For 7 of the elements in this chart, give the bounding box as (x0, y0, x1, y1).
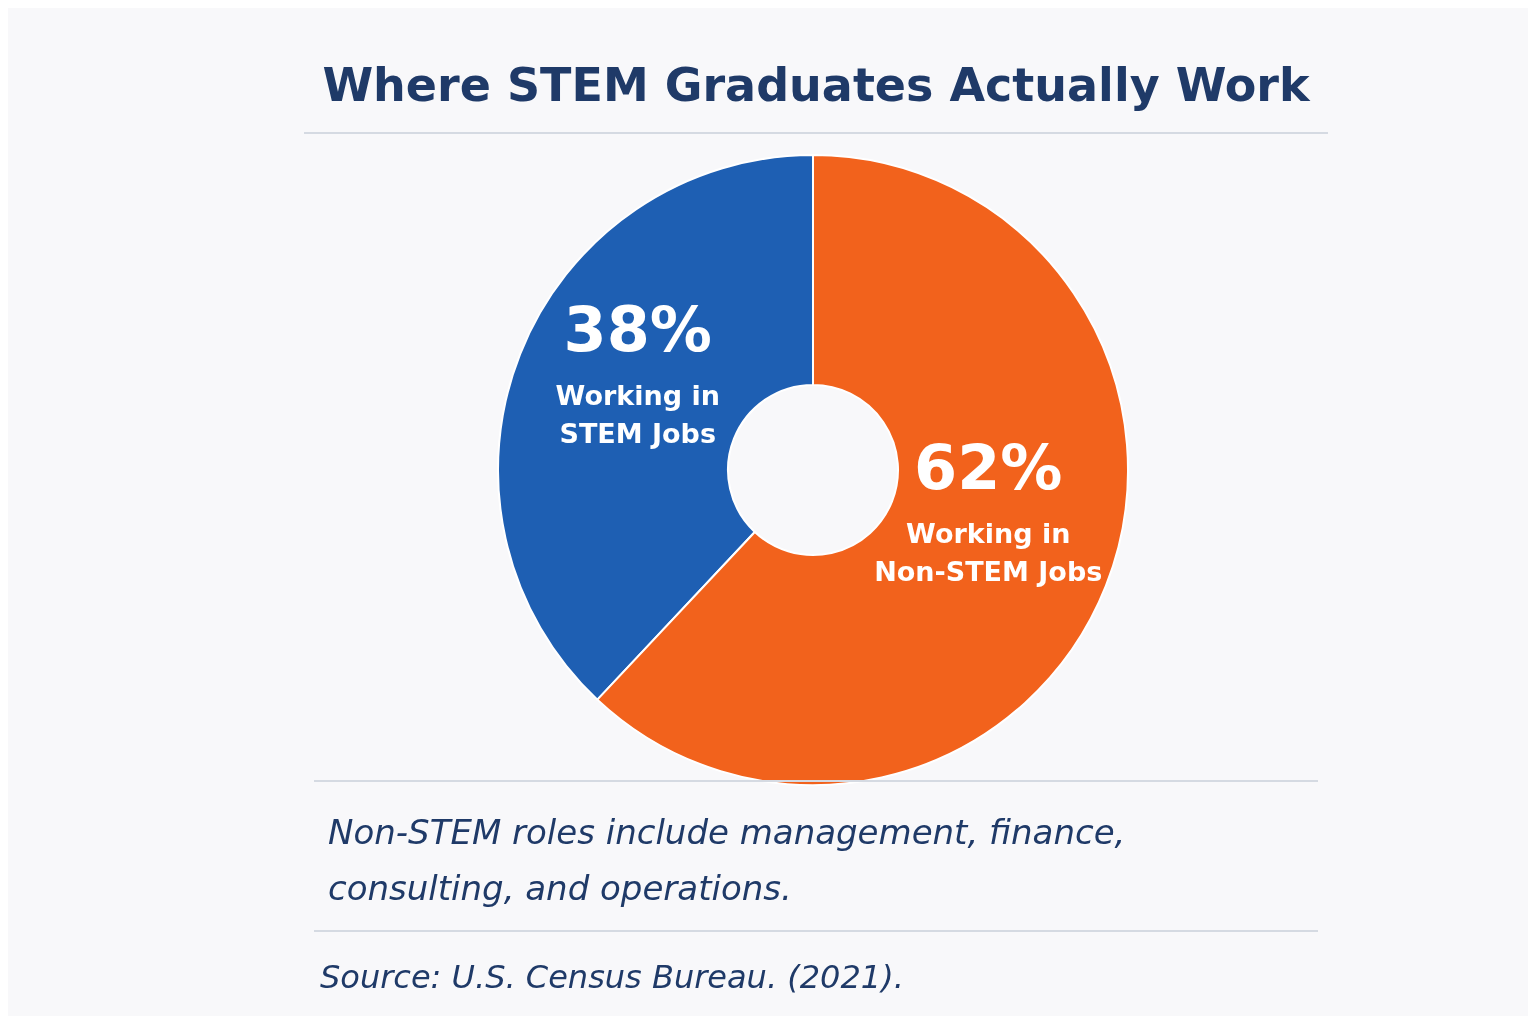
source-note: Source: U.S. Census Bureau. (2021). (320, 958, 904, 996)
slice-label: Working in Non-STEM Jobs (874, 518, 1103, 588)
slice-label: Working in STEM Jobs (555, 379, 720, 449)
chart-title: Where STEM Graduates Actually Work (321, 58, 1311, 112)
data-label: 62% (914, 431, 1063, 505)
text: Non-STEM roles include management, finance, consulting, and operations. (328, 811, 1127, 910)
data-label: 38% (563, 292, 712, 366)
